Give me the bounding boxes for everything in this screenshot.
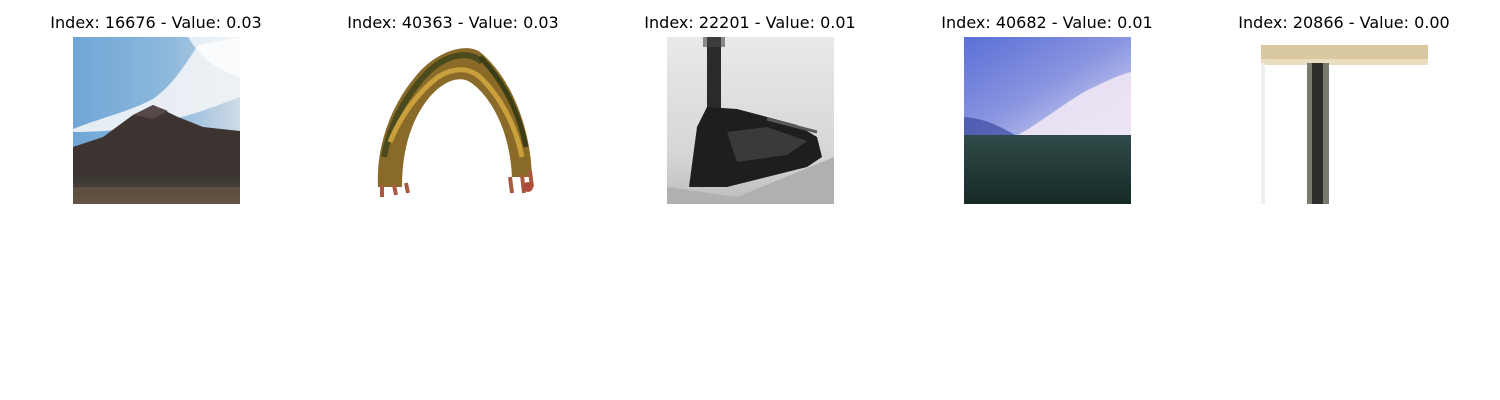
caterpillar-image bbox=[370, 37, 537, 204]
panel-title: Index: 16676 - Value: 0.03 bbox=[50, 13, 262, 32]
table-image bbox=[1261, 37, 1428, 204]
panel-2: Index: 40363 - Value: 0.03 bbox=[303, 0, 603, 210]
panel-4: Index: 40682 - Value: 0.01 bbox=[897, 0, 1197, 210]
panel-title: Index: 40363 - Value: 0.03 bbox=[347, 13, 559, 32]
thumbnail-image bbox=[964, 37, 1131, 204]
panel-3: Index: 22201 - Value: 0.01 bbox=[600, 0, 900, 210]
panel-title: Index: 22201 - Value: 0.01 bbox=[644, 13, 856, 32]
train-image bbox=[667, 37, 834, 204]
thumbnail-image bbox=[370, 37, 537, 204]
panel-1: Index: 16676 - Value: 0.03 bbox=[6, 0, 306, 210]
sea-image bbox=[964, 37, 1131, 204]
volcano-image bbox=[73, 37, 240, 204]
panel-title: Index: 40682 - Value: 0.01 bbox=[941, 13, 1153, 32]
panel-title: Index: 20866 - Value: 0.00 bbox=[1238, 13, 1450, 32]
thumbnail-image bbox=[73, 37, 240, 204]
thumbnail-image bbox=[667, 37, 834, 204]
panel-5: Index: 20866 - Value: 0.00 bbox=[1194, 0, 1494, 210]
thumbnail-image bbox=[1261, 37, 1428, 204]
